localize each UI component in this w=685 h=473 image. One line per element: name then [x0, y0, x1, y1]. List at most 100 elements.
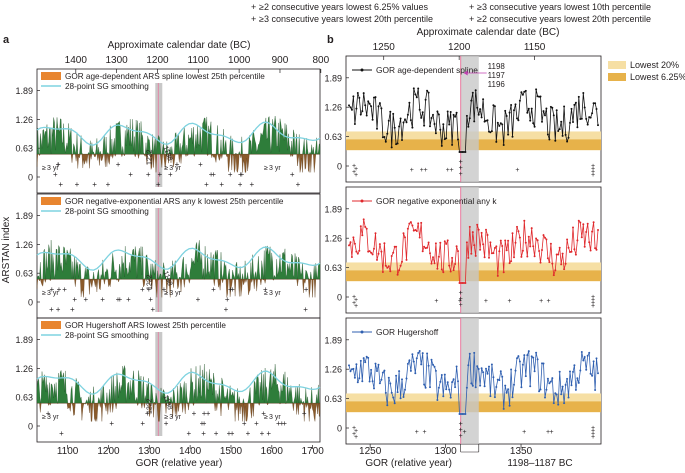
sg-smoothing-line	[36, 246, 321, 271]
marker-plus: +	[459, 290, 463, 297]
annot-arrowhead	[463, 70, 468, 76]
marker-plus: +	[550, 429, 554, 436]
marker-plus: +	[148, 295, 153, 304]
marker-plus: +	[352, 163, 356, 170]
annot-3yr: 3 yr	[269, 414, 281, 421]
series-line	[348, 349, 599, 415]
sg-smoothing-line	[36, 121, 321, 146]
panel-a-subpanel-3: 1.89 1.26 0.63 0 GOR Hugershoff ARS lowest 2…	[15, 317, 321, 443]
panel-a-bottom-ticks: 1100 1200 1300 1400 1500 1600 1700	[57, 445, 324, 457]
marker-plus: +	[192, 409, 197, 418]
marker-plus: +	[484, 298, 488, 305]
legend-label-3: ≥3 consecutive years lowest 10th percent…	[477, 2, 651, 12]
marker-plus: +	[175, 160, 180, 169]
top-tick-label: 1150	[524, 42, 546, 53]
marker-plus: +	[459, 165, 463, 172]
marker-plus: +	[591, 431, 595, 438]
marker-plus: +	[354, 297, 358, 304]
marker-plus: +	[459, 427, 463, 434]
marker-plus: +	[145, 409, 150, 418]
marker-plus: +	[422, 429, 426, 436]
legend-label: GOR Hugershoff	[376, 327, 439, 337]
marker-plus: +	[458, 298, 462, 305]
legend-swatch	[41, 197, 61, 205]
marker-plus: +	[214, 429, 219, 438]
top-legend: + ≥2 consecutive years lowest 6.25% valu…	[251, 2, 651, 24]
annot-geq: ≥	[164, 414, 168, 421]
legend-label-4: ≥2 consecutive years lowest 20th percent…	[477, 14, 651, 24]
annot-year-2: 1198	[161, 145, 173, 162]
marker-plus: +	[70, 305, 75, 314]
panel-a-ylabel: ARSTAN index	[1, 217, 12, 284]
marker-plus: +	[459, 296, 463, 303]
top-tick-label: 1000	[228, 55, 251, 66]
y-tick-label: 0.63	[324, 263, 342, 273]
marker-plus: +	[591, 163, 595, 170]
y-tick-label: 1.89	[15, 211, 33, 221]
marker-plus: +	[106, 180, 111, 189]
marker-plus: +	[591, 169, 595, 176]
marker-plus: +	[459, 290, 463, 297]
marker-plus: +	[57, 285, 62, 294]
marker-plus: +	[508, 298, 512, 305]
legend-swatch-dark	[608, 73, 626, 81]
marker-plus: +	[459, 433, 463, 440]
top-tick-label: 800	[312, 55, 329, 66]
marker-plus: +	[354, 172, 358, 179]
marker-plus: +	[352, 425, 356, 432]
legend-swatch	[41, 72, 61, 80]
panel-a-subpanel-1: 1.89 1.26 0.63 0 GOR age-dependent ARS splin…	[15, 68, 321, 194]
marker-plus: +	[591, 434, 595, 441]
marker-plus: +	[118, 295, 123, 304]
annot-3yr: 3 yr	[169, 414, 181, 421]
marker-plus: +	[459, 421, 463, 428]
annot-geq: ≥	[42, 165, 46, 172]
y-tick-label: 0.63	[324, 394, 342, 404]
marker-plus: +	[459, 427, 463, 434]
y-tick-label: 1.89	[15, 86, 33, 96]
marker-plus: +	[410, 167, 414, 174]
legend-plus-2: +	[251, 14, 256, 24]
panel-b-top-ticks: 1250 1200 1150	[373, 42, 546, 60]
marker-plus: +	[539, 298, 543, 305]
marker-plus: +	[116, 160, 121, 169]
y-tick-label: 0.63	[15, 144, 33, 154]
legend-label-2: ≥3 consecutive years lowest 20th percent…	[259, 14, 433, 24]
marker-plus: +	[206, 409, 211, 418]
marker-plus: +	[450, 167, 454, 174]
annot-geq: ≥	[42, 290, 46, 297]
marker-plus: +	[290, 170, 295, 179]
marker-plus: +	[158, 170, 163, 179]
marker-plus: +	[591, 425, 595, 432]
legend-line-label: 28-point SG smoothing	[65, 82, 149, 91]
marker-plus: +	[202, 409, 207, 418]
annot-3yr: 3 yr	[169, 165, 181, 172]
marker-plus: +	[187, 429, 192, 438]
panel-b-range-annotation: 1198–1187 BC	[507, 458, 572, 469]
marker-plus: +	[168, 170, 173, 179]
sg-smoothing-line	[36, 370, 321, 395]
marker-plus: +	[591, 166, 595, 173]
marker-plus: +	[352, 169, 356, 176]
annot-geq: ≥	[264, 414, 268, 421]
marker-plus: +	[201, 429, 206, 438]
marker-plus: +	[242, 419, 247, 428]
marker-plus: +	[459, 159, 463, 166]
marker-plus: +	[228, 285, 233, 294]
panel-a-top-axis-title: Approximate calendar date (BC)	[108, 40, 251, 51]
y-tick-label: 0	[28, 298, 33, 308]
y-tick-label: 1.26	[15, 115, 33, 125]
marker-plus: +	[156, 180, 161, 189]
marker-plus: +	[230, 285, 235, 294]
legend-line-label: 28-point SG smoothing	[65, 207, 149, 216]
marker-plus: +	[140, 419, 145, 428]
marker-plus: +	[204, 180, 209, 189]
panel-b-subpanel-2: 1.89 1.26 0.63 0 GOR negative exponential an…	[324, 186, 602, 314]
bottom-tick-label: 1400	[179, 446, 202, 457]
y-tick-label: 0	[28, 173, 33, 183]
marker-plus: +	[211, 285, 216, 294]
annot-year: 1196	[488, 80, 506, 89]
